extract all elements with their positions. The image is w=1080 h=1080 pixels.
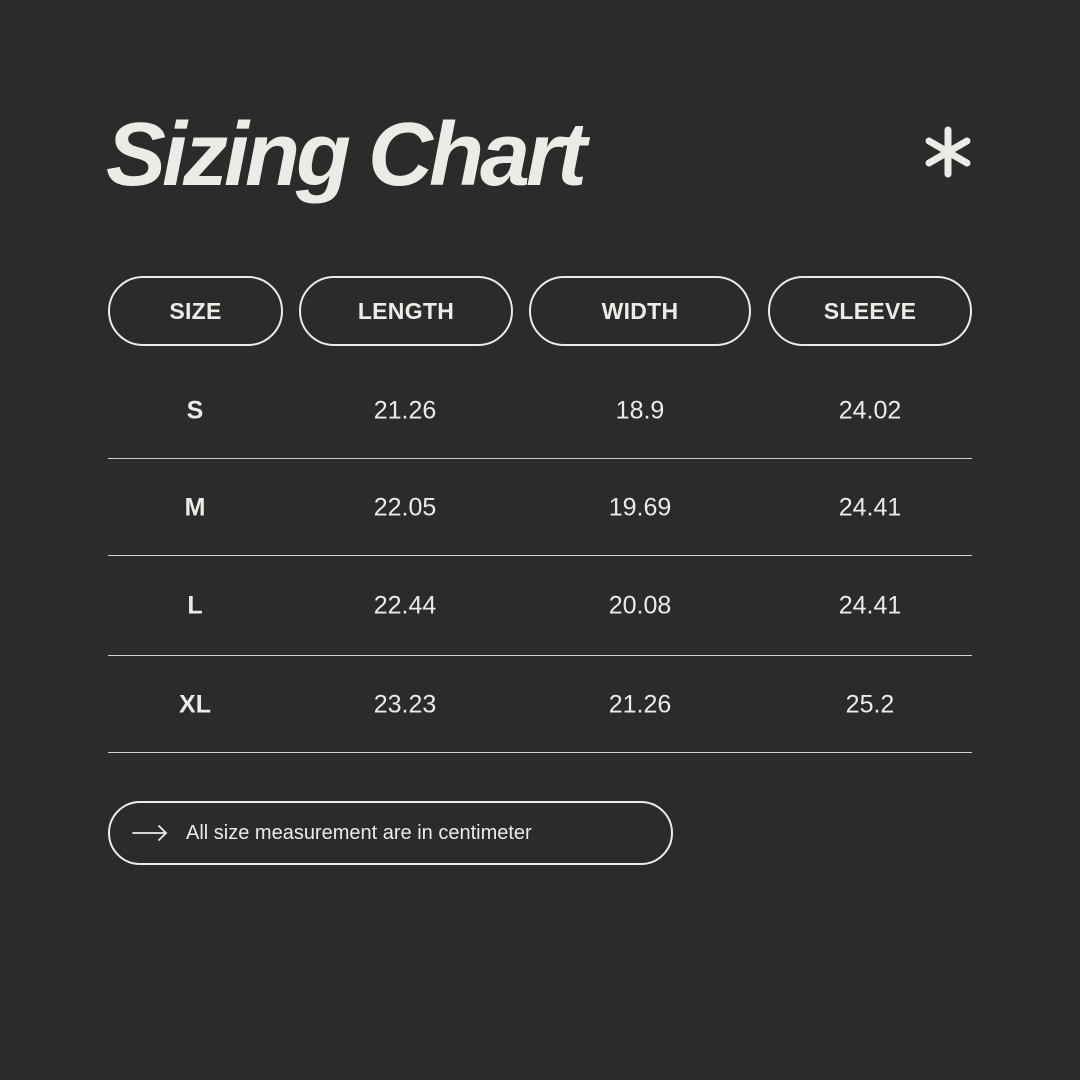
arrow-right-icon — [132, 825, 168, 841]
row-divider — [108, 655, 972, 656]
cell-size: S — [186, 396, 204, 425]
cell-sleeve: 25.2 — [845, 690, 895, 719]
header-sleeve: SLEEVE — [768, 276, 972, 346]
asterisk-icon — [925, 126, 971, 178]
cell-width: 18.9 — [615, 396, 665, 425]
cell-length: 22.05 — [373, 493, 437, 522]
header-length: LENGTH — [299, 276, 513, 346]
row-divider — [108, 555, 972, 556]
cell-length: 22.44 — [373, 591, 437, 620]
header-width: WIDTH — [529, 276, 751, 346]
cell-length: 23.23 — [373, 690, 437, 719]
cell-sleeve: 24.02 — [838, 396, 902, 425]
cell-width: 20.08 — [608, 591, 672, 620]
cell-sleeve: 24.41 — [838, 493, 902, 522]
cell-size: XL — [179, 690, 211, 719]
cell-width: 21.26 — [608, 690, 672, 719]
measurement-note-text: All size measurement are in centimeter — [186, 821, 532, 844]
cell-size: L — [187, 591, 203, 620]
cell-sleeve: 24.41 — [838, 591, 902, 620]
page-title: Sizing Chart — [106, 105, 587, 205]
cell-size: M — [184, 493, 206, 522]
header-size: SIZE — [108, 276, 283, 346]
cell-length: 21.26 — [373, 396, 437, 425]
row-divider — [108, 458, 972, 459]
measurement-note: All size measurement are in centimeter — [108, 801, 673, 865]
cell-width: 19.69 — [608, 493, 672, 522]
row-divider — [108, 752, 972, 753]
